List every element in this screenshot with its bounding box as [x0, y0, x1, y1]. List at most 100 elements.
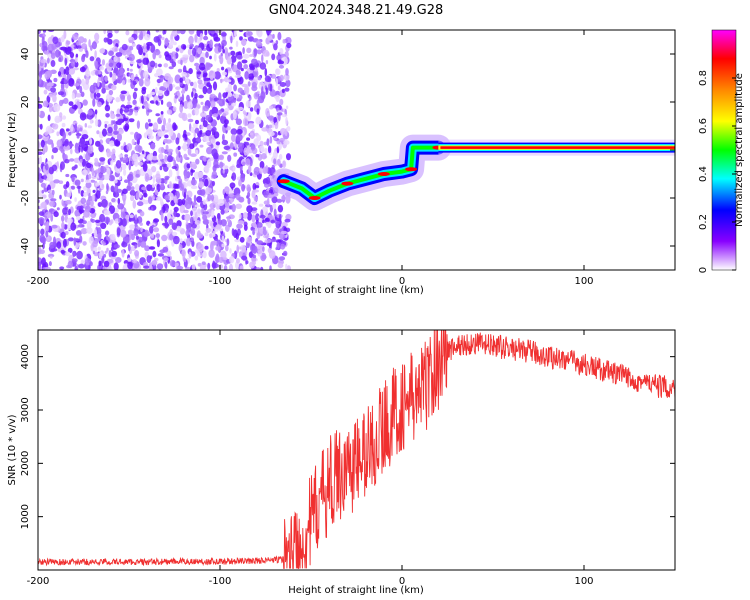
noise-blob — [206, 62, 212, 70]
noise-blob — [139, 211, 145, 217]
noise-blob — [204, 178, 209, 187]
noise-blob — [246, 137, 251, 141]
noise-blob — [121, 218, 127, 227]
noise-blob — [61, 34, 65, 43]
noise-blob — [110, 219, 114, 224]
noise-blob — [142, 48, 147, 53]
noise-blob — [276, 140, 281, 145]
noise-blob — [147, 118, 151, 123]
noise-blob — [191, 264, 196, 270]
noise-blob — [228, 193, 235, 198]
noise-blob — [108, 250, 112, 258]
noise-blob — [109, 71, 113, 78]
noise-blob — [237, 61, 243, 70]
noise-blob — [259, 161, 265, 169]
noise-blob — [222, 113, 227, 117]
noise-blob — [231, 203, 236, 213]
noise-blob — [130, 74, 135, 81]
noise-blob — [199, 129, 203, 135]
noise-blob — [203, 105, 209, 112]
noise-blob — [124, 179, 129, 183]
noise-blob — [52, 36, 59, 45]
noise-blob — [221, 139, 229, 146]
noise-blob — [264, 217, 270, 222]
noise-blob — [237, 142, 245, 150]
noise-blob — [261, 86, 264, 94]
noise-blob — [122, 157, 129, 163]
noise-blob — [161, 163, 168, 168]
noise-blob — [152, 183, 155, 188]
noise-blob — [159, 165, 163, 171]
y-tick-label: 1000 — [20, 504, 31, 529]
noise-blob — [190, 227, 196, 237]
noise-blob — [272, 33, 275, 39]
noise-blob — [273, 116, 278, 124]
noise-blob — [83, 210, 90, 218]
noise-blob — [41, 189, 45, 194]
noise-blob — [285, 263, 288, 270]
noise-blob — [168, 169, 173, 178]
noise-blob — [151, 260, 158, 266]
noise-blob — [166, 155, 173, 163]
noise-blob — [38, 217, 45, 225]
noise-blob — [256, 240, 264, 246]
noise-blob — [104, 75, 108, 82]
noise-blob — [235, 232, 239, 240]
noise-blob — [195, 158, 200, 165]
noise-blob — [244, 118, 248, 126]
noise-blob — [134, 106, 139, 111]
noise-blob — [180, 59, 183, 66]
noise-blob — [142, 199, 150, 205]
noise-blob — [63, 97, 69, 104]
noise-blob — [38, 246, 42, 255]
noise-blob — [243, 111, 248, 116]
noise-blob — [194, 220, 201, 225]
noise-blob — [88, 192, 91, 199]
noise-blob — [115, 97, 122, 102]
noise-blob — [164, 134, 169, 139]
noise-blob — [123, 169, 127, 176]
noise-blob — [217, 46, 222, 53]
noise-blob — [234, 142, 238, 149]
noise-blob — [209, 157, 214, 162]
noise-blob — [234, 74, 242, 78]
noise-blob — [184, 134, 188, 141]
noise-blob — [286, 42, 292, 49]
noise-blob — [87, 109, 94, 116]
noise-blob — [251, 214, 256, 223]
noise-blob — [129, 60, 135, 65]
noise-blob — [199, 189, 206, 196]
noise-blob — [110, 246, 114, 252]
noise-blob — [108, 174, 116, 182]
noise-blob — [93, 92, 97, 100]
noise-blob — [176, 220, 182, 228]
noise-blob — [75, 230, 82, 236]
colorbar-ticks: 0 0.2 0.4 0.6 0.8 — [698, 70, 736, 273]
noise-blob — [205, 130, 212, 137]
noise-blob — [279, 233, 286, 240]
noise-blob — [240, 67, 244, 72]
noise-blob — [64, 231, 69, 235]
noise-blob — [40, 139, 45, 148]
noise-blob — [217, 110, 222, 115]
noise-blob — [257, 76, 262, 81]
noise-blob — [285, 68, 289, 76]
noise-blob — [114, 139, 119, 147]
noise-blob — [217, 213, 221, 222]
noise-blob — [256, 222, 263, 228]
noise-blob — [200, 124, 204, 130]
noise-blob — [141, 105, 145, 109]
noise-blob — [264, 68, 268, 77]
noise-blob — [144, 172, 150, 182]
noise-blob — [52, 123, 59, 130]
signal-peak — [277, 179, 290, 184]
noise-blob — [274, 90, 281, 97]
noise-blob — [203, 76, 207, 82]
noise-blob — [79, 158, 83, 163]
noise-blob — [212, 71, 216, 79]
noise-blob — [38, 262, 41, 270]
noise-blob — [221, 66, 225, 71]
noise-blob — [229, 182, 236, 189]
noise-blob — [238, 246, 242, 250]
